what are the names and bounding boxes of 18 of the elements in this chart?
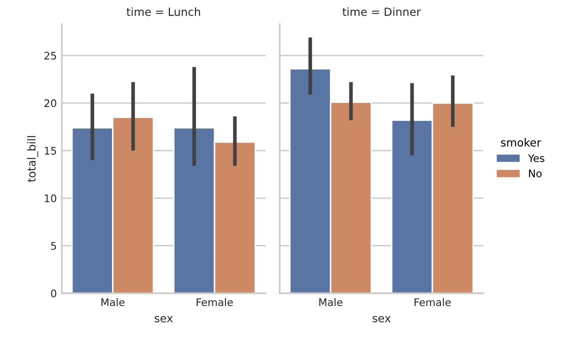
legend-label: Yes (528, 154, 544, 162)
y-tick-label: 0 (51, 289, 56, 298)
x-tick-label: Female (196, 298, 233, 306)
x-tick-label: Male (101, 298, 125, 306)
x-tick-label: Male (319, 298, 342, 306)
y-tick-label: 20 (44, 99, 56, 108)
x-axis-title: sex (154, 316, 173, 322)
chart-title: time = Dinner (342, 7, 421, 16)
chart-title: time = Lunch (126, 7, 200, 16)
y-tick-label: 15 (44, 146, 56, 155)
x-tick-label: Female (414, 298, 451, 306)
y-tick-label: 25 (44, 52, 56, 60)
legend-title: smoker (500, 138, 542, 147)
y-tick-label: 5 (51, 242, 56, 250)
y-axis-title: total_bill (27, 136, 38, 182)
y-tick-label: 10 (44, 194, 56, 202)
legend-label: No (529, 170, 542, 178)
x-axis-title: sex (372, 316, 391, 322)
